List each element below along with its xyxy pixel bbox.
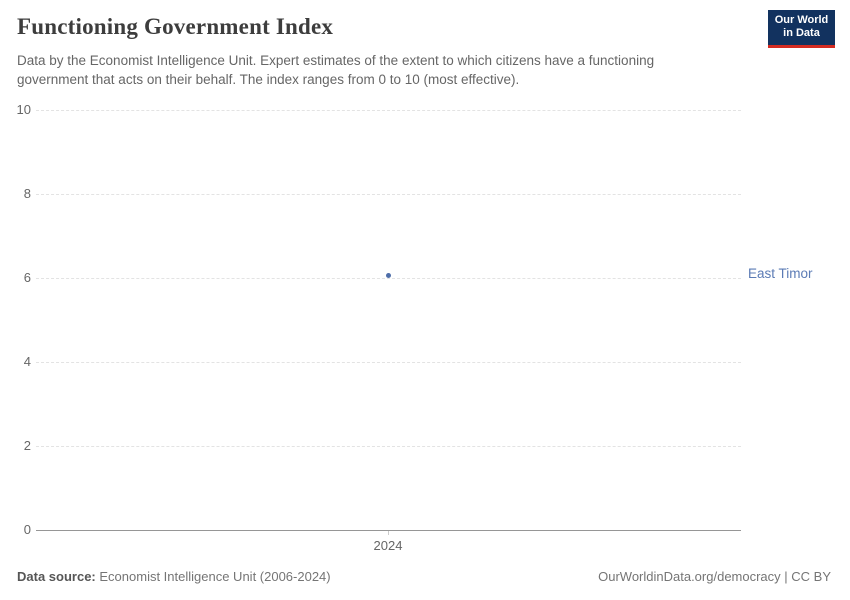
- y-axis-tick-label: 2: [23, 438, 31, 453]
- x-axis-line: [36, 530, 741, 531]
- y-axis-tick-label: 0: [23, 522, 31, 537]
- chart-subtitle: Data by the Economist Intelligence Unit.…: [17, 53, 655, 88]
- y-gridline: [36, 194, 741, 195]
- y-axis-tick-label: 6: [23, 270, 31, 285]
- y-axis-tick-label: 10: [16, 102, 31, 117]
- y-gridline: [36, 278, 741, 279]
- y-gridline: [36, 110, 741, 111]
- x-axis-tick-label: 2024: [373, 538, 403, 553]
- data-source-label: Data source:: [17, 569, 96, 584]
- data-source-note: Data source: Economist Intelligence Unit…: [17, 569, 331, 584]
- data-source-value: Economist Intelligence Unit (2006-2024): [99, 569, 331, 584]
- x-axis-tick: [388, 531, 389, 535]
- y-gridline: [36, 446, 741, 447]
- y-gridline: [36, 362, 741, 363]
- citation-link[interactable]: OurWorldinData.org/democracy | CC BY: [598, 569, 831, 584]
- entity-label[interactable]: East Timor: [748, 266, 813, 282]
- owid-logo[interactable]: Our World in Data: [768, 10, 835, 48]
- y-axis-tick-label: 4: [23, 354, 31, 369]
- y-axis-tick-label: 8: [23, 186, 31, 201]
- owid-logo-line1: Our World: [774, 14, 829, 26]
- chart-title: Functioning Government Index: [17, 14, 334, 39]
- data-point[interactable]: [385, 272, 391, 278]
- owid-logo-line2: in Data: [783, 27, 820, 39]
